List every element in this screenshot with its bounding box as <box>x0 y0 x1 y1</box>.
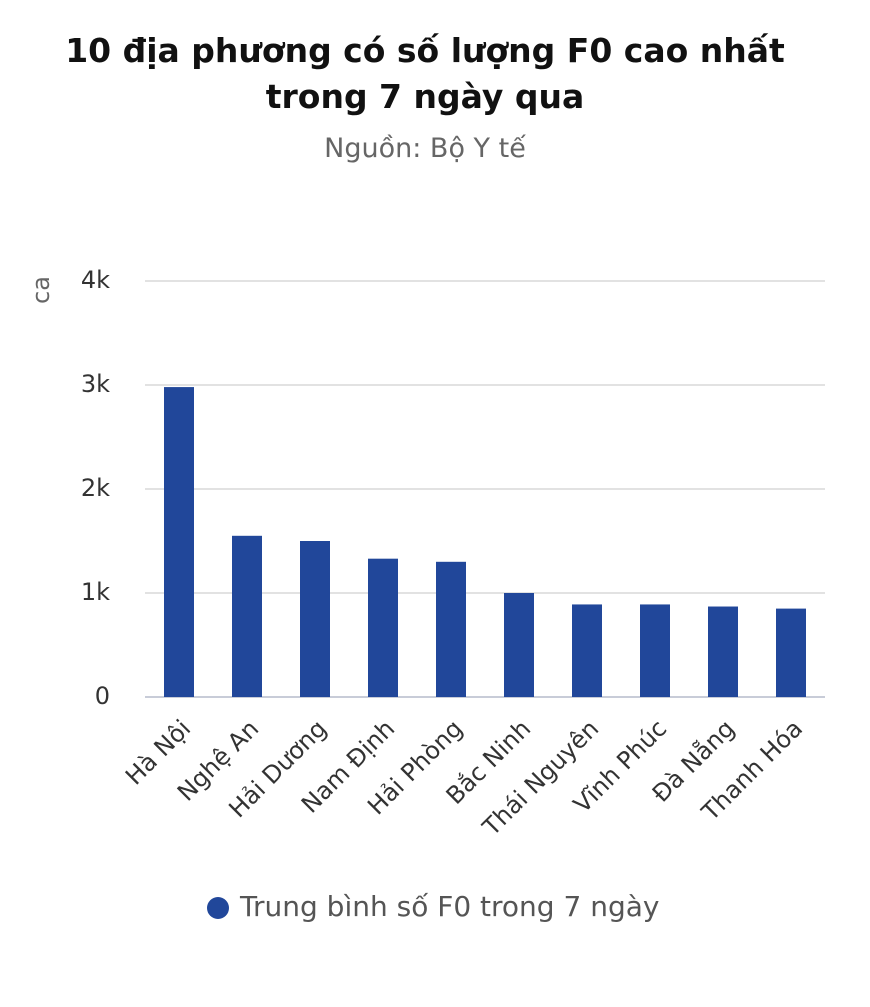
y-tick-label: 3k <box>81 370 110 398</box>
chart-title: 10 địa phương có số lượng F0 cao nhất tr… <box>65 31 785 116</box>
bar <box>640 604 670 697</box>
chart-subtitle: Nguồn: Bộ Y tế <box>324 133 526 164</box>
y-tick-label: 4k <box>81 266 110 294</box>
legend-marker <box>207 897 229 919</box>
y-tick-label: 1k <box>81 578 110 606</box>
bar <box>300 541 330 697</box>
y-axis-label: ca <box>27 276 55 304</box>
bar <box>368 558 398 697</box>
bar <box>164 387 194 697</box>
y-tick-label: 2k <box>81 474 110 502</box>
y-tick-label: 0 <box>95 682 110 710</box>
bar <box>776 608 806 697</box>
bar <box>572 604 602 697</box>
legend-label: Trung bình số F0 trong 7 ngày <box>239 890 659 923</box>
bar <box>504 593 534 697</box>
bar <box>436 561 466 697</box>
x-tick-label: Thái Nguyên <box>477 714 605 842</box>
bar <box>232 535 262 697</box>
bar <box>708 606 738 697</box>
